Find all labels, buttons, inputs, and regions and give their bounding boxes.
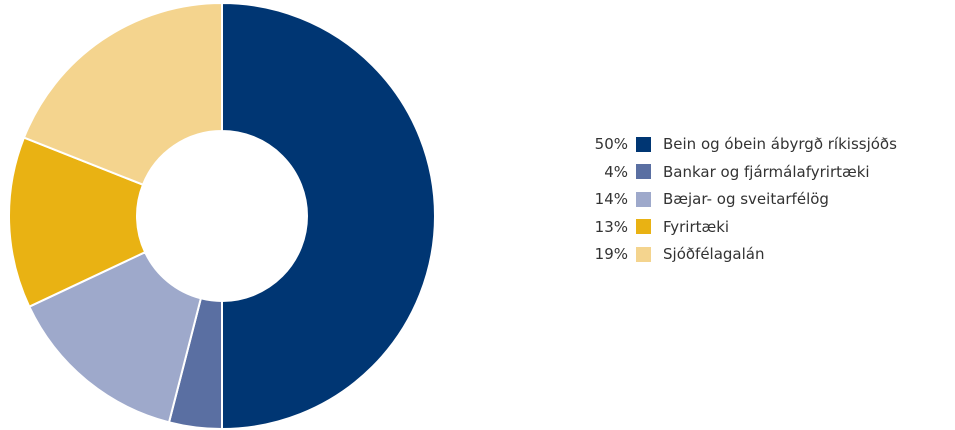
- legend-swatch: [636, 164, 651, 179]
- legend-percent: 13%: [594, 217, 628, 236]
- donut-plot: [8, 1, 436, 430]
- legend-item: 13% Fyrirtæki: [588, 216, 897, 238]
- legend-item: 4% Bankar og fjármálafyrirtæki: [588, 161, 897, 183]
- legend-item: 14% Bæjar- og sveitarfélög: [588, 188, 897, 210]
- legend-item: 19% Sjóðfélagalán: [588, 243, 897, 265]
- legend-label: Bæjar- og sveitarfélög: [663, 190, 829, 208]
- legend-swatch: [636, 191, 651, 207]
- donut-slice-4: [8, 136, 147, 309]
- legend-item: 50% Bein og óbein ábyrgð ríkissjóðs: [588, 133, 897, 155]
- legend-label: Bankar og fjármálafyrirtæki: [663, 162, 870, 181]
- legend-swatch: [636, 136, 651, 152]
- legend-percent: 14%: [594, 190, 628, 208]
- donut-slice-1: [221, 1, 436, 430]
- legend-percent: 50%: [594, 135, 628, 153]
- legend-percent: 19%: [594, 245, 628, 263]
- legend-swatch: [636, 219, 651, 234]
- legend-label: Bein og óbein ábyrgð ríkissjóðs: [663, 135, 897, 153]
- donut-slice-3: [27, 250, 203, 424]
- legend-label: Sjóðfélagalán: [663, 245, 765, 263]
- donut-slice-5: [22, 1, 223, 187]
- legend-label: Fyrirtæki: [663, 217, 730, 236]
- legend: 50% Bein og óbein ábyrgð ríkissjóðs 4% Bank…: [588, 133, 897, 271]
- legend-percent: 4%: [604, 162, 628, 181]
- legend-swatch: [636, 246, 651, 262]
